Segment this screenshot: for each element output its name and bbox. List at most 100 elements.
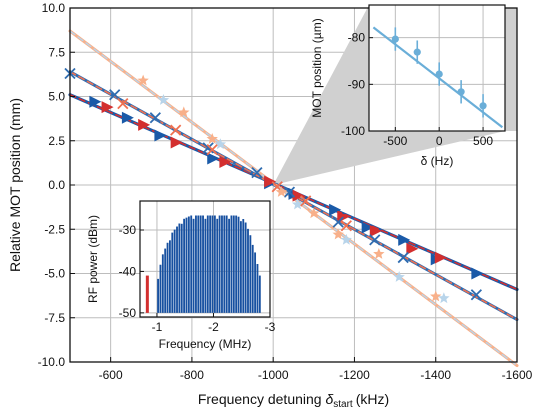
main-x-axis-label-unit: (kHz) xyxy=(356,391,389,407)
main-point-s1-3 xyxy=(219,155,232,168)
rf-bar-6 xyxy=(171,232,174,313)
rf-bar-29 xyxy=(225,215,228,313)
main-point-s4-6 xyxy=(373,248,385,259)
rf-bar-7 xyxy=(173,229,176,313)
rf-bar-18 xyxy=(199,215,202,313)
main-point-s0-8 xyxy=(398,233,411,246)
mot-x-tick-label-0: -500 xyxy=(383,134,407,148)
rf-bar-25 xyxy=(216,218,219,313)
rf-x-tick-label-1: -2 xyxy=(208,320,219,334)
main-point-s5-1 xyxy=(214,138,227,150)
rf-bar-31 xyxy=(230,215,233,313)
mot-point-1 xyxy=(413,48,421,56)
rf-bar-13 xyxy=(187,216,190,313)
rf-y-tick-label-0: -30 xyxy=(119,223,137,237)
rf-bar-4 xyxy=(166,242,169,313)
main-point-s3-2 xyxy=(206,143,218,156)
mot-y-axis-label: MOT position (µm) xyxy=(310,18,324,117)
mot-inset-frame xyxy=(368,4,506,132)
main-y-tick-label-3: 2.5 xyxy=(48,134,65,148)
main-fit-line-5 xyxy=(69,30,518,367)
mot-y-tick-label-0: -80 xyxy=(348,31,366,45)
main-point-s4-2 xyxy=(206,132,218,144)
main-x-tick-label-3: -1200 xyxy=(339,368,370,382)
rf-bar-37 xyxy=(244,222,247,313)
main-y-axis-label: Relative MOT position (mm) xyxy=(7,98,23,272)
mot-inset-ticks: -500 0 500 -80 -90 -100 xyxy=(341,31,493,148)
main-point-s2-8 xyxy=(397,251,409,264)
rf-bar-43 xyxy=(258,275,261,313)
rf-bar-38 xyxy=(247,228,249,313)
main-x-tick-label-4: -1400 xyxy=(420,368,451,382)
rf-bar-17 xyxy=(197,215,200,313)
main-point-s2-6 xyxy=(332,216,344,228)
rf-bar-1 xyxy=(159,264,162,313)
rf-bar-24 xyxy=(213,215,216,313)
rf-bar-22 xyxy=(209,215,212,313)
rf-bar-19 xyxy=(202,215,204,313)
rf-x-tick-label-2: -3 xyxy=(265,320,276,334)
main-y-tick-label-7: -7.5 xyxy=(44,311,65,325)
main-point-s4-7 xyxy=(430,290,442,302)
main-point-s0-3 xyxy=(207,152,220,165)
main-point-s5-3 xyxy=(340,233,353,245)
main-y-tick-label-0: 10.0 xyxy=(42,1,66,15)
rf-x-axis-label: Frequency (MHz) xyxy=(159,337,252,351)
rf-inset-ticks: -1 -2 -3 -30 -40 -50 xyxy=(119,223,276,334)
mot-y-tick-label-2: -100 xyxy=(341,124,365,138)
main-x-tick-label-1: -800 xyxy=(180,368,204,382)
main-point-s2-5 xyxy=(283,186,296,198)
rf-x-tick-label-0: -1 xyxy=(152,320,163,334)
rf-bar-32 xyxy=(232,215,235,313)
main-x-tick-label-2: -1000 xyxy=(258,368,289,382)
main-x-axis-label-text: Frequency detuning xyxy=(198,391,322,407)
rf-bar-16 xyxy=(195,215,197,313)
main-point-s1-1 xyxy=(138,118,151,131)
rf-bar-23 xyxy=(211,215,214,313)
rf-bar-40 xyxy=(251,244,254,313)
rf-bar-10 xyxy=(180,223,183,313)
main-point-s5-2 xyxy=(291,198,304,210)
rf-bar-26 xyxy=(218,215,221,313)
rf-bar-0 xyxy=(157,278,160,313)
mot-data-points xyxy=(372,26,504,129)
main-point-s1-7 xyxy=(369,225,382,238)
main-point-s2-9 xyxy=(470,289,483,301)
main-y-tick-label-8: -10.0 xyxy=(38,355,66,369)
main-y-tick-label-2: 5.0 xyxy=(48,90,65,104)
main-point-s5-5 xyxy=(438,292,450,304)
mot-x-tick-label-2: 500 xyxy=(473,134,493,148)
main-point-s1-9 xyxy=(434,251,447,264)
main-point-s0-0 xyxy=(89,95,102,108)
main-y-tick-label-6: -5.0 xyxy=(44,267,65,281)
rf-bar-30 xyxy=(228,218,230,313)
main-point-s0-2 xyxy=(154,129,167,142)
main-x-tick-label-0: -600 xyxy=(99,368,123,382)
mot-point-0 xyxy=(391,35,399,43)
main-point-s2-7 xyxy=(369,234,381,246)
rf-bar-20 xyxy=(204,218,207,313)
main-point-s0-7 xyxy=(361,221,374,234)
main-point-s1-2 xyxy=(170,136,183,149)
main-point-s0-1 xyxy=(121,111,134,124)
mot-x-axis-label: δ (Hz) xyxy=(421,154,454,168)
rf-bar-3 xyxy=(164,248,167,313)
rf-bar-39 xyxy=(249,235,252,313)
rf-bar-2 xyxy=(161,254,164,313)
main-point-s4-1 xyxy=(178,106,190,118)
main-axis-ticks: -600 -800 -1000 -1200 -1400 -160010.07.55.02.… xyxy=(38,1,533,382)
main-point-s1-5 xyxy=(292,189,305,202)
rf-bar-15 xyxy=(192,218,195,313)
main-point-s1-8 xyxy=(406,242,419,255)
main-point-s5-4 xyxy=(393,271,405,282)
rf-y-tick-label-2: -50 xyxy=(119,306,137,320)
rf-bar-5 xyxy=(168,240,171,313)
rf-bar-27 xyxy=(221,215,223,313)
main-point-s2-2 xyxy=(149,112,161,124)
rf-inset-frame xyxy=(139,200,271,318)
rf-bar-12 xyxy=(185,217,188,313)
main-point-s3-5 xyxy=(340,220,352,232)
main-point-s1-4 xyxy=(264,175,277,188)
main-x-axis-label-sub: start xyxy=(333,399,353,410)
